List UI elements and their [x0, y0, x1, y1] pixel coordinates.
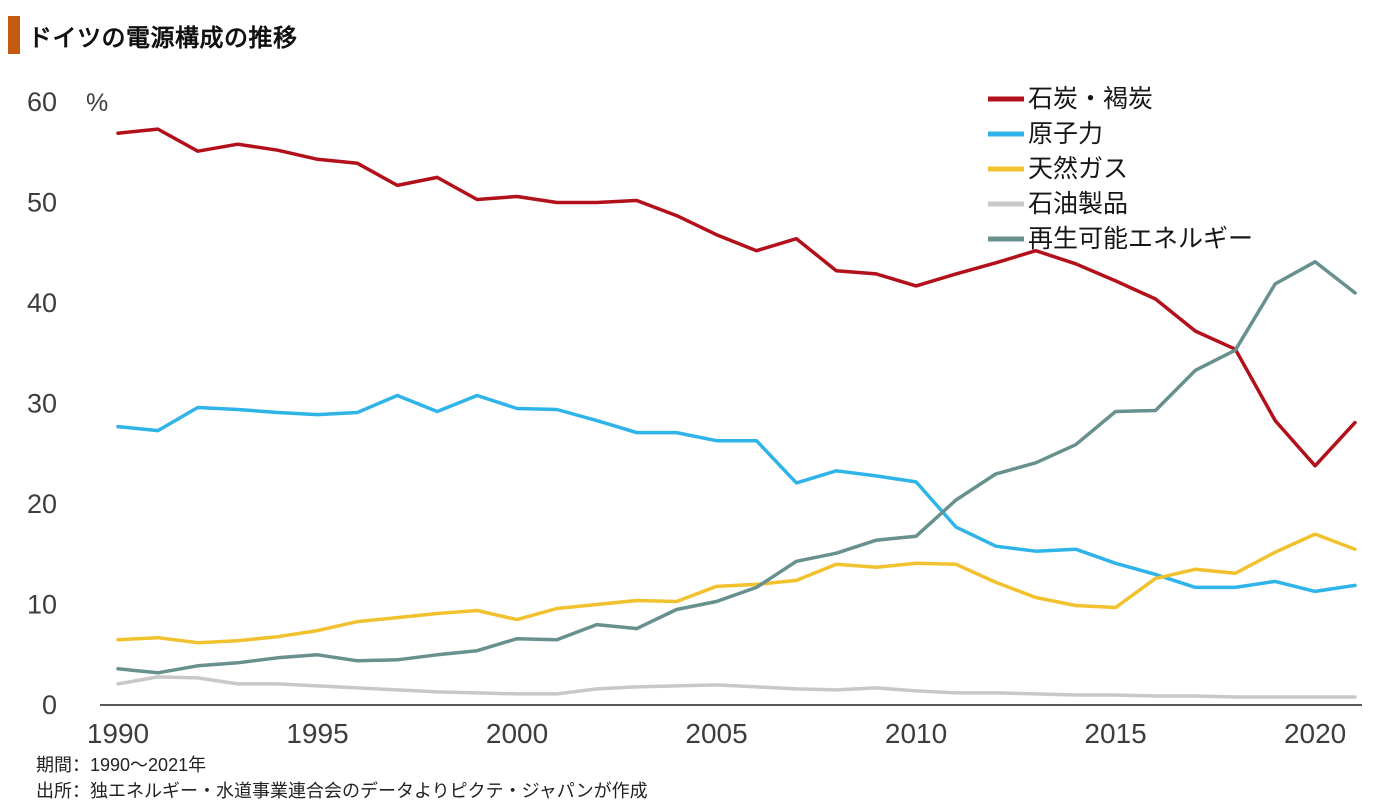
- series-line-petroleum: [116, 675, 1357, 699]
- x-tick-label: 2015: [1084, 718, 1146, 749]
- y-tick-label: 10: [27, 590, 57, 620]
- series-line-coal-lignite: [116, 127, 1357, 468]
- y-tick-label: 0: [42, 690, 57, 720]
- legend-label-nuclear: 原子力: [1028, 120, 1103, 148]
- y-axis-unit-label: %: [86, 89, 108, 117]
- period-note: 期間：1990～2021年: [36, 755, 207, 775]
- source-note: 出所：独エネルギー・水道事業連合会のデータよりピクテ・ジャパンが作成: [36, 781, 648, 802]
- legend-label-natural-gas: 天然ガス: [1028, 155, 1128, 183]
- series-line-natural-gas: [116, 532, 1357, 645]
- y-tick-label: 30: [27, 389, 57, 419]
- series-line-nuclear: [116, 393, 1357, 594]
- y-tick-label: 40: [27, 288, 57, 318]
- y-tick-label: 20: [27, 489, 57, 519]
- legend-label-coal-lignite: 石炭・褐炭: [1028, 85, 1153, 113]
- title-accent-bar: [8, 16, 20, 54]
- y-tick-label: 50: [27, 188, 57, 218]
- chart-footnotes: 期間：1990～2021年 出所：独エネルギー・水道事業連合会のデータよりピクテ…: [36, 752, 648, 804]
- x-tick-label: 2005: [685, 718, 747, 749]
- chart-title: ドイツの電源構成の推移: [28, 24, 298, 52]
- series-line-renewables: [116, 260, 1357, 675]
- x-tick-label: 2010: [885, 718, 947, 749]
- legend-label-petroleum: 石油製品: [1028, 190, 1128, 218]
- x-tick-label: 2020: [1284, 718, 1346, 749]
- x-tick-label: 1995: [286, 718, 348, 749]
- x-tick-label: 2000: [486, 718, 548, 749]
- legend-label-renewables: 再生可能エネルギー: [1028, 225, 1253, 253]
- y-tick-label: 60: [27, 87, 57, 117]
- chart-header: ドイツの電源構成の推移: [8, 16, 298, 54]
- x-tick-label: 1990: [87, 718, 149, 749]
